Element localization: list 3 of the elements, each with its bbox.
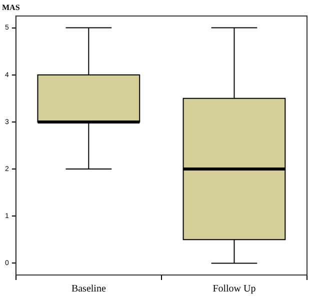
x-tick-label: Follow Up xyxy=(212,284,256,295)
x-tick-label: Baseline xyxy=(71,284,106,295)
y-axis-title: MAS xyxy=(2,3,20,12)
